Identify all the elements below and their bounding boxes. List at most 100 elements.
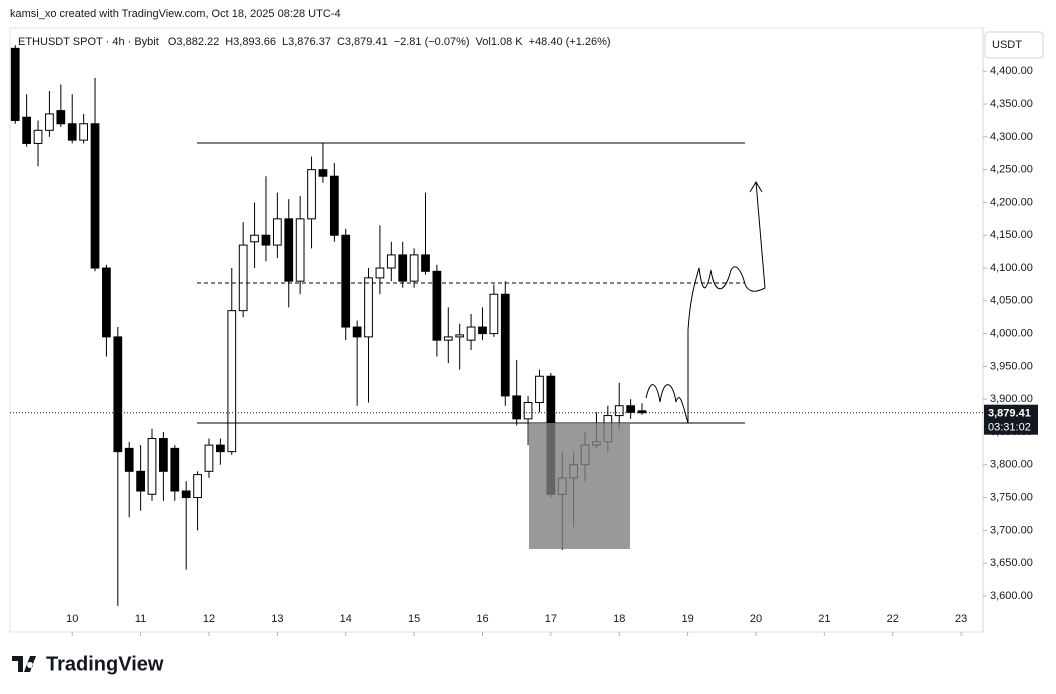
header-stat: −2.81 (−0.07%) — [394, 36, 470, 48]
x-tick-label: 11 — [135, 613, 146, 625]
currency: USDT — [992, 39, 1022, 51]
candle-body — [466, 326, 476, 341]
candle-body — [250, 234, 259, 243]
header-stat: +48.40 (+1.26%) — [529, 36, 611, 48]
y-tick-label: 3,950.00 — [990, 360, 1033, 372]
candle-body — [102, 267, 111, 338]
logo: TradingView — [12, 653, 164, 675]
candle-body — [45, 113, 54, 131]
candle-body — [295, 218, 305, 282]
y-tick-label: 3,700.00 — [990, 524, 1033, 536]
drawings — [197, 142, 766, 549]
y-tick-label: 4,100.00 — [990, 262, 1033, 274]
x-tick-label: 10 — [66, 613, 78, 625]
y-tick-label: 4,250.00 — [990, 164, 1033, 176]
y-tick-label: 3,650.00 — [990, 557, 1033, 569]
candle-body — [409, 254, 419, 282]
candle-body — [341, 234, 351, 328]
candle-body — [56, 110, 66, 125]
candle-body — [512, 395, 522, 420]
x-tick-label: 13 — [271, 613, 283, 625]
candle-body — [318, 169, 328, 177]
header: ETHUSDT SPOT · 4h · Bybit O3,882.22 H3,89… — [18, 36, 611, 48]
last-price-label: 3,879.41 — [988, 408, 1031, 420]
header-stat: C3,879.41 — [337, 36, 388, 48]
candle-body — [329, 175, 339, 236]
candle-body — [398, 254, 408, 282]
candle-body — [352, 326, 362, 338]
header-stat: Vol1.08 K — [476, 36, 524, 48]
candle-body — [626, 405, 636, 413]
candle-body — [500, 293, 510, 397]
credit: kamsi_xo created with TradingView.com, O… — [10, 8, 341, 20]
x-tick-label: 20 — [750, 613, 762, 625]
candle-body — [22, 116, 32, 144]
candle-body — [79, 123, 88, 141]
candle-body — [478, 326, 487, 335]
candle-body — [307, 169, 316, 220]
candle-body — [375, 267, 385, 279]
candle-body — [238, 244, 248, 312]
candle-body — [261, 234, 271, 246]
candle-body — [489, 293, 499, 335]
x-tick-label: 18 — [613, 613, 625, 625]
candle-body — [193, 474, 202, 499]
candle-body — [147, 438, 157, 495]
x-tick-label: 19 — [681, 613, 693, 625]
y-tick-label: 3,800.00 — [990, 459, 1033, 471]
candle-body — [204, 444, 214, 472]
candle-body — [637, 410, 647, 414]
x-tick-label: 16 — [476, 613, 488, 625]
candle-body — [124, 447, 134, 472]
header-stat: O3,882.22 — [168, 36, 219, 48]
candle-body — [136, 470, 145, 492]
symbol: ETHUSDT SPOT · 4h · Bybit — [18, 36, 159, 48]
x-tick-label: 12 — [203, 613, 215, 625]
candle-body — [284, 218, 294, 282]
x-tick-label: 15 — [408, 613, 420, 625]
y-tick-label: 4,000.00 — [990, 328, 1033, 340]
candle-body — [386, 254, 396, 269]
y-tick-label: 4,050.00 — [990, 295, 1033, 307]
candle-body — [455, 334, 465, 338]
candle-body — [90, 123, 100, 269]
logo-icon — [12, 656, 36, 672]
y-tick-label: 4,300.00 — [990, 131, 1033, 143]
candle-body — [181, 490, 191, 499]
candle-body — [33, 129, 43, 144]
projection-path — [645, 181, 766, 424]
y-tick-label: 4,150.00 — [990, 229, 1033, 241]
header-stat: L3,876.37 — [282, 36, 331, 48]
candle-body — [170, 447, 180, 492]
last-price-box — [984, 404, 1038, 435]
candle-body — [614, 405, 624, 417]
y-tick-label: 4,350.00 — [990, 98, 1033, 110]
demand-zone — [529, 423, 630, 549]
countdown: 03:31:02 — [988, 422, 1031, 434]
candle-body — [10, 47, 20, 121]
x-tick-label: 14 — [340, 613, 352, 625]
candle-body — [67, 123, 77, 141]
candle-body — [535, 375, 544, 403]
x-tick-label: 21 — [818, 613, 830, 625]
candle-body — [432, 270, 442, 341]
header-stat: H3,893.66 — [225, 36, 276, 48]
y-tick-label: 4,200.00 — [990, 196, 1033, 208]
candle-body — [272, 218, 282, 246]
candle-body — [159, 438, 168, 472]
candle-body — [113, 336, 123, 453]
y-tick-label: 3,900.00 — [990, 393, 1033, 405]
candle-body — [216, 444, 225, 453]
x-tick-label: 23 — [955, 613, 967, 625]
candle-body — [443, 336, 453, 341]
logo-text: TradingView — [46, 653, 164, 675]
y-tick-label: 3,750.00 — [990, 491, 1033, 503]
x-tick-label: 17 — [545, 613, 557, 625]
x-tick-label: 22 — [887, 613, 899, 625]
currency-box[interactable] — [984, 31, 1044, 59]
candle-body — [227, 310, 237, 453]
candle-body — [364, 277, 373, 338]
candle-body — [421, 254, 430, 272]
